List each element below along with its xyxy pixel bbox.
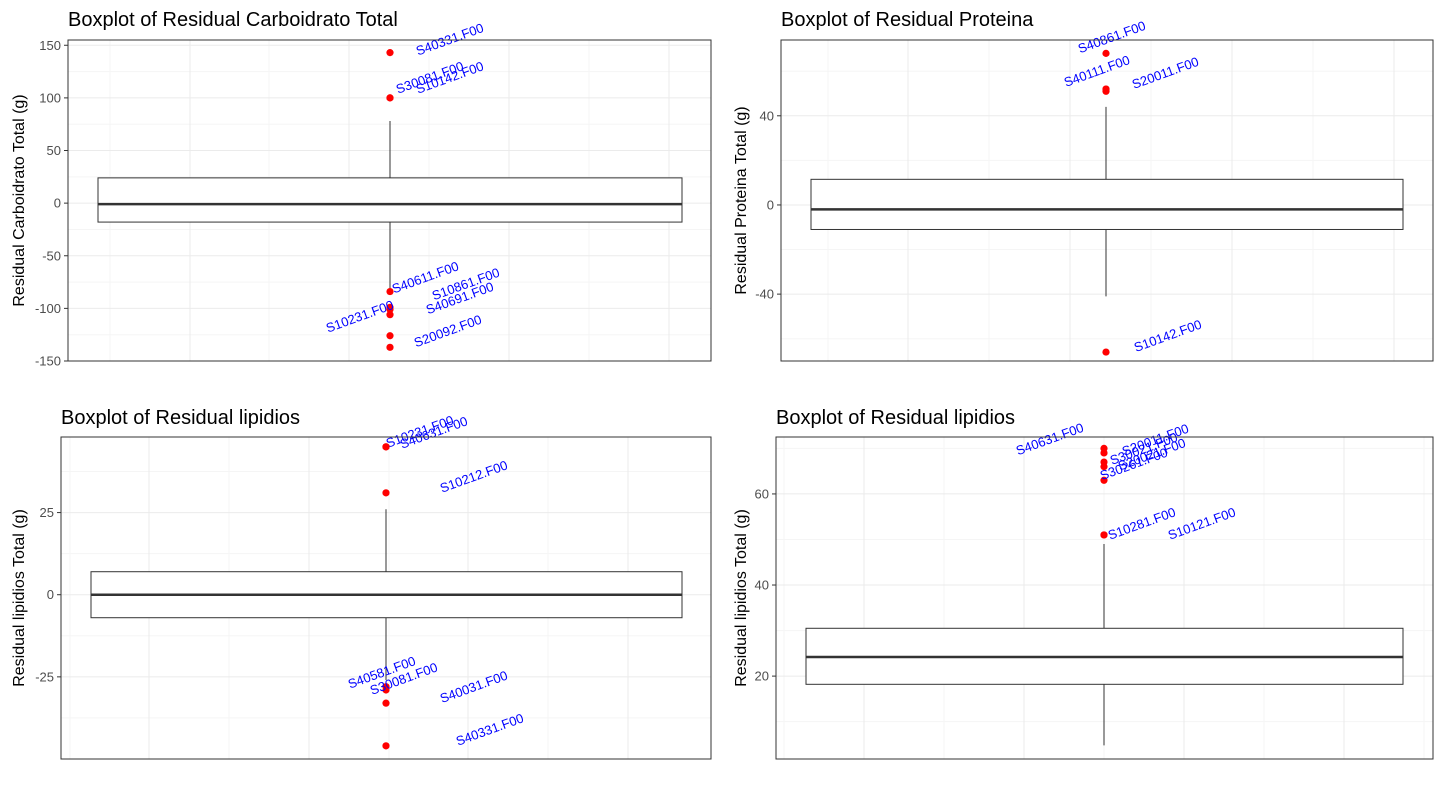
y-tick-label: -50 <box>42 248 61 263</box>
chart-title: Boxplot of Residual lipidios <box>61 407 300 429</box>
y-tick-label: 150 <box>39 38 61 53</box>
outlier-point <box>386 49 394 57</box>
y-tick-label: 0 <box>54 196 61 211</box>
chart-panel-2: -40040S40861.F00S40111.F00S20011.F00S101… <box>733 9 1434 362</box>
outlier-point <box>382 489 390 497</box>
box-iqr <box>97 177 683 223</box>
outlier-point <box>1102 49 1110 57</box>
outlier-point <box>382 686 390 694</box>
chart-title: Boxplot of Residual lipidios <box>776 407 1015 429</box>
outlier-point <box>1102 85 1110 93</box>
y-tick-label: 25 <box>40 505 54 520</box>
y-tick-label: 0 <box>47 587 54 602</box>
outlier-point <box>386 311 394 319</box>
outlier-point <box>386 343 394 351</box>
y-tick-label: 50 <box>47 143 61 158</box>
chart-panel-3: -25025S10231.F00S40631.F00S10212.F00S405… <box>11 407 712 760</box>
outlier-point <box>382 742 390 750</box>
y-axis-label: Residual Proteina Total (g) <box>733 106 750 294</box>
panel-border <box>775 436 1434 760</box>
outlier-point <box>382 443 390 451</box>
outlier-point <box>382 699 390 707</box>
y-axis-label: Residual lipidios Total (g) <box>11 509 28 687</box>
outlier-point <box>386 305 394 314</box>
chart-title: Boxplot of Residual Carboidrato Total <box>68 9 398 31</box>
outlier-point <box>1100 531 1108 539</box>
y-tick-label: 100 <box>39 90 61 105</box>
y-tick-label: -150 <box>35 354 61 369</box>
y-tick-label: 40 <box>760 108 774 123</box>
outlier-point <box>386 332 394 340</box>
y-tick-label: -40 <box>755 287 774 302</box>
outlier-point <box>1100 463 1108 471</box>
box-iqr <box>810 178 1404 230</box>
y-axis-label: Residual lipidios Total (g) <box>733 509 750 687</box>
y-tick-label: 20 <box>755 669 769 684</box>
outlier-point <box>386 287 394 296</box>
outlier-point <box>1100 449 1108 457</box>
y-tick-label: 60 <box>755 486 769 501</box>
y-tick-label: 0 <box>767 197 774 212</box>
outlier-point <box>1100 476 1108 484</box>
panel-border <box>780 39 1434 362</box>
y-tick-label: -100 <box>35 301 61 316</box>
panel-border <box>60 436 712 760</box>
y-axis-label: Residual Carboidrato Total (g) <box>11 94 28 306</box>
y-tick-label: -25 <box>35 669 54 684</box>
outlier-point <box>1102 348 1110 356</box>
panel-border <box>67 39 712 362</box>
chart-title: Boxplot of Residual Proteina <box>781 9 1034 31</box>
y-tick-label: 40 <box>755 578 769 593</box>
outlier-point <box>386 94 394 102</box>
